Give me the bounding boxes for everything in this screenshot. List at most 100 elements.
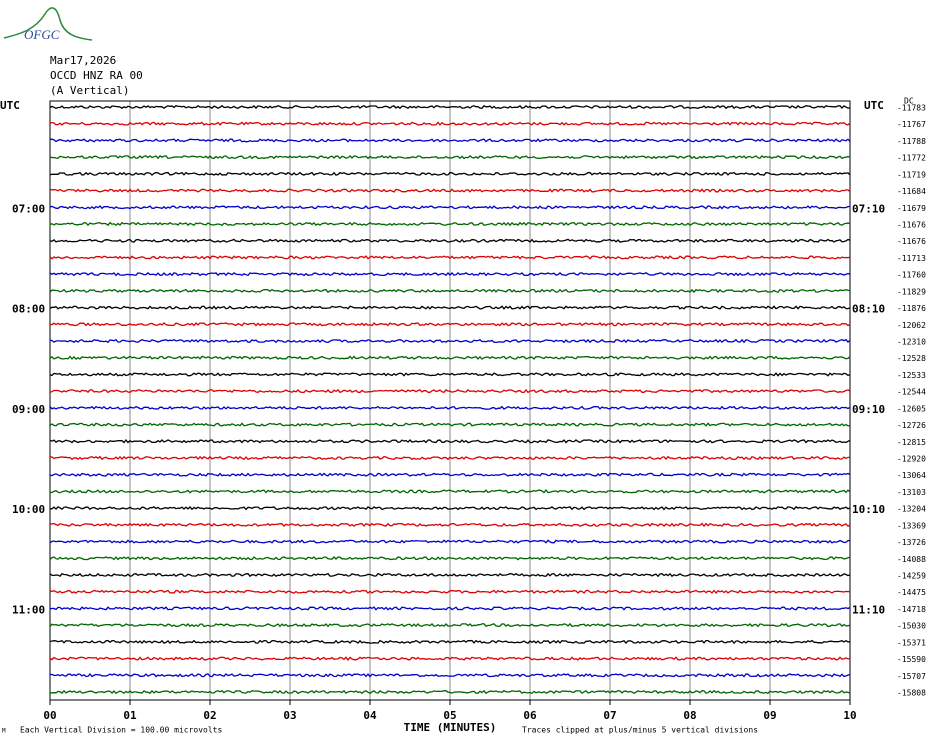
offset-label: -11760: [897, 271, 926, 280]
trace: [49, 255, 851, 260]
trace: [49, 121, 851, 126]
trace: [49, 639, 851, 645]
station: OCCD HNZ RA 00: [50, 69, 143, 82]
trace: [49, 405, 851, 410]
trace: [49, 188, 851, 193]
trace: [49, 305, 851, 310]
x-tick-label: 02: [203, 709, 216, 722]
offset-label: -11676: [897, 237, 926, 246]
trace: [49, 205, 851, 210]
offset-label: -11676: [897, 221, 926, 230]
x-tick-label: 01: [123, 709, 137, 722]
offset-label: -12815: [897, 438, 926, 447]
x-tick-label: 04: [363, 709, 377, 722]
trace: [49, 672, 851, 678]
right-time-label: 09:10: [852, 403, 885, 416]
left-utc: UTC: [0, 99, 20, 112]
right-time-label: 07:10: [852, 202, 885, 215]
offset-label: -15590: [897, 655, 926, 664]
trace: [49, 388, 851, 394]
trace: [49, 522, 851, 528]
x-tick-label: 08: [683, 709, 696, 722]
offset-label: -14259: [897, 572, 926, 581]
component: (A Vertical): [50, 84, 129, 97]
footer-mark: M: [2, 728, 6, 735]
offset-label: -11829: [897, 287, 926, 296]
right-time-label: 11:10: [852, 603, 885, 616]
offset-label: -12062: [897, 321, 926, 330]
right-time-label: 10:10: [852, 503, 885, 516]
x-tick-label: 06: [523, 709, 537, 722]
offset-label: -12726: [897, 421, 926, 430]
dc-label: DC: [904, 97, 914, 106]
trace: [49, 606, 851, 611]
left-time-label: 08:00: [12, 303, 45, 316]
offset-label: -12920: [897, 455, 926, 464]
offset-label: -13204: [897, 505, 926, 514]
offset-label: -15707: [897, 672, 926, 681]
trace: [49, 689, 851, 695]
x-tick-label: 07: [603, 709, 616, 722]
left-time-label: 11:00: [12, 603, 45, 616]
x-tick-label: 00: [43, 709, 56, 722]
offset-label: -14475: [897, 588, 926, 597]
offset-label: -13726: [897, 538, 926, 547]
offset-label: -15030: [897, 622, 926, 631]
offset-label: -14088: [897, 555, 926, 564]
trace: [49, 438, 851, 444]
trace: [49, 238, 851, 243]
offset-label: -13103: [897, 488, 926, 497]
trace: [49, 656, 851, 661]
offset-label: -12533: [897, 371, 926, 380]
trace: [49, 539, 851, 544]
clip-note: Traces clipped at plus/minus 5 vertical …: [522, 726, 758, 735]
logo-curve: [3, 7, 93, 41]
trace: [49, 589, 851, 595]
trace: [49, 422, 851, 427]
date: Mar17,2026: [50, 54, 116, 67]
trace: [50, 506, 851, 511]
left-time-label: 10:00: [12, 503, 45, 516]
trace: [49, 322, 851, 327]
trace: [49, 271, 851, 277]
left-time-label: 07:00: [12, 202, 45, 215]
offset-label: -12310: [897, 338, 926, 347]
offset-label: -12544: [897, 388, 926, 397]
trace: [49, 489, 851, 494]
x-tick-label: 09: [763, 709, 776, 722]
trace: [49, 556, 851, 561]
trace: [49, 171, 851, 176]
trace: [49, 154, 851, 160]
trace: [49, 221, 851, 227]
plot-frame: [49, 100, 851, 701]
trace: [49, 572, 851, 578]
offset-label: -15808: [897, 689, 926, 698]
trace: [49, 455, 850, 461]
offset-label: -11767: [897, 120, 926, 129]
offset-label: -13064: [897, 471, 926, 480]
right-utc: UTC: [864, 99, 884, 112]
offset-label: -11679: [897, 204, 926, 213]
right-time-label: 08:10: [852, 303, 885, 316]
offset-label: -11783: [897, 104, 926, 113]
x-tick-label: 03: [283, 709, 296, 722]
offset-label: -14718: [897, 605, 926, 614]
trace: [49, 338, 851, 344]
offset-label: -11684: [897, 187, 926, 196]
trace: [49, 372, 851, 377]
x-tick-label: 10: [843, 709, 856, 722]
offset-label: -11772: [897, 154, 926, 163]
trace: [49, 355, 851, 360]
offset-label: -12528: [897, 354, 926, 363]
left-time-label: 09:00: [12, 403, 45, 416]
offset-label: -11876: [897, 304, 926, 313]
offset-label: -11713: [897, 254, 926, 263]
trace: [49, 472, 851, 477]
x-axis-title: TIME (MINUTES): [404, 721, 497, 734]
offset-label: -11719: [897, 170, 926, 179]
x-tick-label: 05: [443, 709, 456, 722]
scale-note: Each Vertical Division = 100.00 microvol…: [20, 726, 222, 735]
trace: [49, 288, 851, 294]
offset-label: -15371: [897, 638, 926, 647]
